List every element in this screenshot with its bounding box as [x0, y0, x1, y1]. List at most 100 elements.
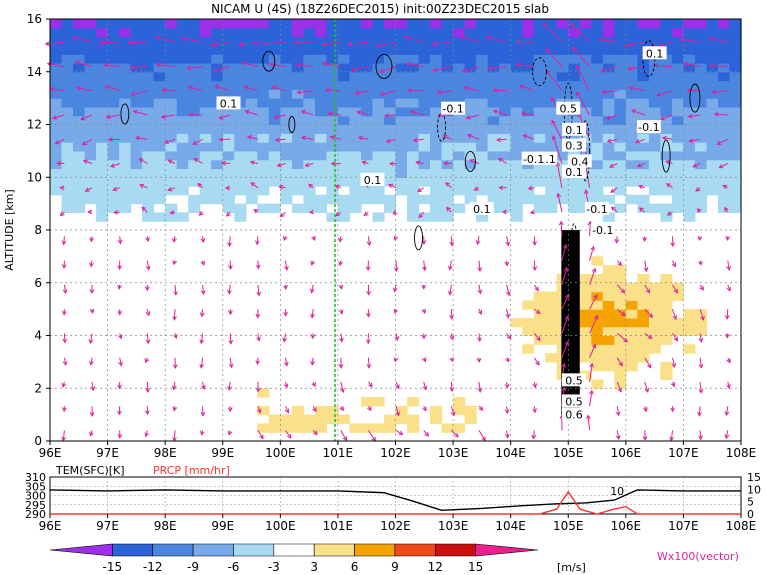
- wind-arrowhead: [532, 266, 538, 272]
- u-cell: [637, 282, 650, 293]
- u-cell: [510, 186, 523, 196]
- u-cell: [291, 177, 304, 187]
- u-cell: [372, 133, 385, 143]
- u-cell: [487, 186, 500, 196]
- wind-vector: [589, 344, 596, 358]
- wind-vector: [201, 309, 204, 317]
- u-cell: [314, 405, 327, 416]
- u-cell: [119, 54, 132, 64]
- colorbar-tick-label: 15: [468, 560, 483, 574]
- u-cell: [165, 168, 178, 178]
- wind-arrowhead: [478, 406, 484, 411]
- u-cell: [257, 203, 270, 213]
- u-cell: [510, 98, 523, 108]
- u-cell: [464, 194, 477, 205]
- u-cell: [96, 186, 109, 196]
- u-cell: [418, 115, 431, 126]
- colorbar-tick-label: 3: [310, 560, 318, 574]
- u-cell: [107, 194, 120, 205]
- u-cell: [50, 150, 63, 161]
- u-cell: [729, 36, 742, 46]
- wind-vector: [533, 284, 539, 291]
- u-cell: [73, 150, 86, 161]
- u-cell: [441, 124, 454, 134]
- wind-arrowhead: [227, 310, 233, 316]
- u-cell: [522, 115, 535, 126]
- wind-vector: [325, 89, 341, 92]
- u-cell: [729, 71, 742, 82]
- u-cell: [718, 142, 731, 152]
- u-cell: [430, 133, 443, 143]
- u-cell: [614, 370, 627, 381]
- u-cell: [211, 36, 224, 46]
- wind-arrowhead: [644, 387, 650, 394]
- u-cell: [142, 186, 155, 196]
- u-cell: [648, 282, 661, 293]
- u-cell: [441, 142, 454, 152]
- wind-vector: [247, 136, 259, 140]
- wind-vector: [155, 36, 176, 43]
- u-cell: [326, 45, 339, 55]
- u-cell: [671, 80, 684, 90]
- wind-arrowhead: [432, 41, 438, 46]
- u-cell: [222, 27, 235, 38]
- u-cell: [671, 89, 684, 99]
- u-cell: [464, 19, 477, 29]
- u-cell: [384, 124, 397, 134]
- u-cell: [614, 36, 627, 46]
- wind-arrowhead: [606, 138, 612, 144]
- u-cell: [384, 45, 397, 55]
- u-cell: [510, 142, 523, 152]
- u-cell: [199, 106, 212, 117]
- wind-arrowhead: [477, 387, 483, 393]
- wind-arrowhead: [274, 137, 280, 143]
- u-cell: [694, 80, 707, 90]
- u-cell: [614, 150, 627, 161]
- u-cell: [361, 80, 374, 90]
- u-cell: [361, 89, 374, 99]
- u-cell: [441, 19, 454, 29]
- u-cell: [61, 159, 74, 170]
- wind-vector: [469, 159, 480, 164]
- wind-vector: [168, 187, 176, 191]
- wind-vector: [423, 260, 426, 271]
- u-cell: [291, 150, 304, 161]
- u-cell: [142, 142, 155, 152]
- wind-arrowhead: [561, 386, 567, 392]
- wind-arrowhead: [449, 314, 454, 320]
- u-cell: [660, 63, 673, 73]
- u-cell: [314, 115, 327, 126]
- u-cell: [729, 124, 742, 134]
- u-cell: [671, 177, 684, 187]
- wind-arrowhead: [227, 386, 232, 392]
- u-cell: [545, 98, 558, 108]
- u-cell: [671, 186, 684, 196]
- wind-arrowhead: [49, 86, 55, 92]
- wind-vector: [75, 61, 93, 67]
- u-cell: [671, 124, 684, 134]
- u-cell: [602, 106, 615, 117]
- u-cell: [291, 159, 304, 170]
- u-cell: [73, 106, 86, 117]
- wind-arrowhead: [144, 358, 150, 364]
- ts-left-tick-label: 305: [25, 480, 46, 493]
- u-cell: [602, 344, 615, 354]
- u-cell: [257, 19, 270, 29]
- u-cell: [107, 203, 120, 213]
- wind-arrowhead: [638, 207, 644, 212]
- wind-arrowhead: [422, 266, 427, 272]
- contour-line: [414, 225, 423, 251]
- u-cell: [384, 142, 397, 152]
- wind-vector: [413, 138, 424, 141]
- u-cell: [545, 353, 558, 363]
- wind-arrowhead: [506, 334, 512, 340]
- u-cell: [142, 89, 155, 99]
- u-cell: [591, 98, 604, 108]
- u-cell: [533, 326, 546, 337]
- u-cell: [303, 194, 316, 205]
- u-cell: [510, 45, 523, 55]
- u-cell: [165, 27, 178, 38]
- wind-arrowhead: [253, 209, 259, 214]
- wind-vector: [670, 430, 673, 441]
- u-cell: [591, 142, 604, 152]
